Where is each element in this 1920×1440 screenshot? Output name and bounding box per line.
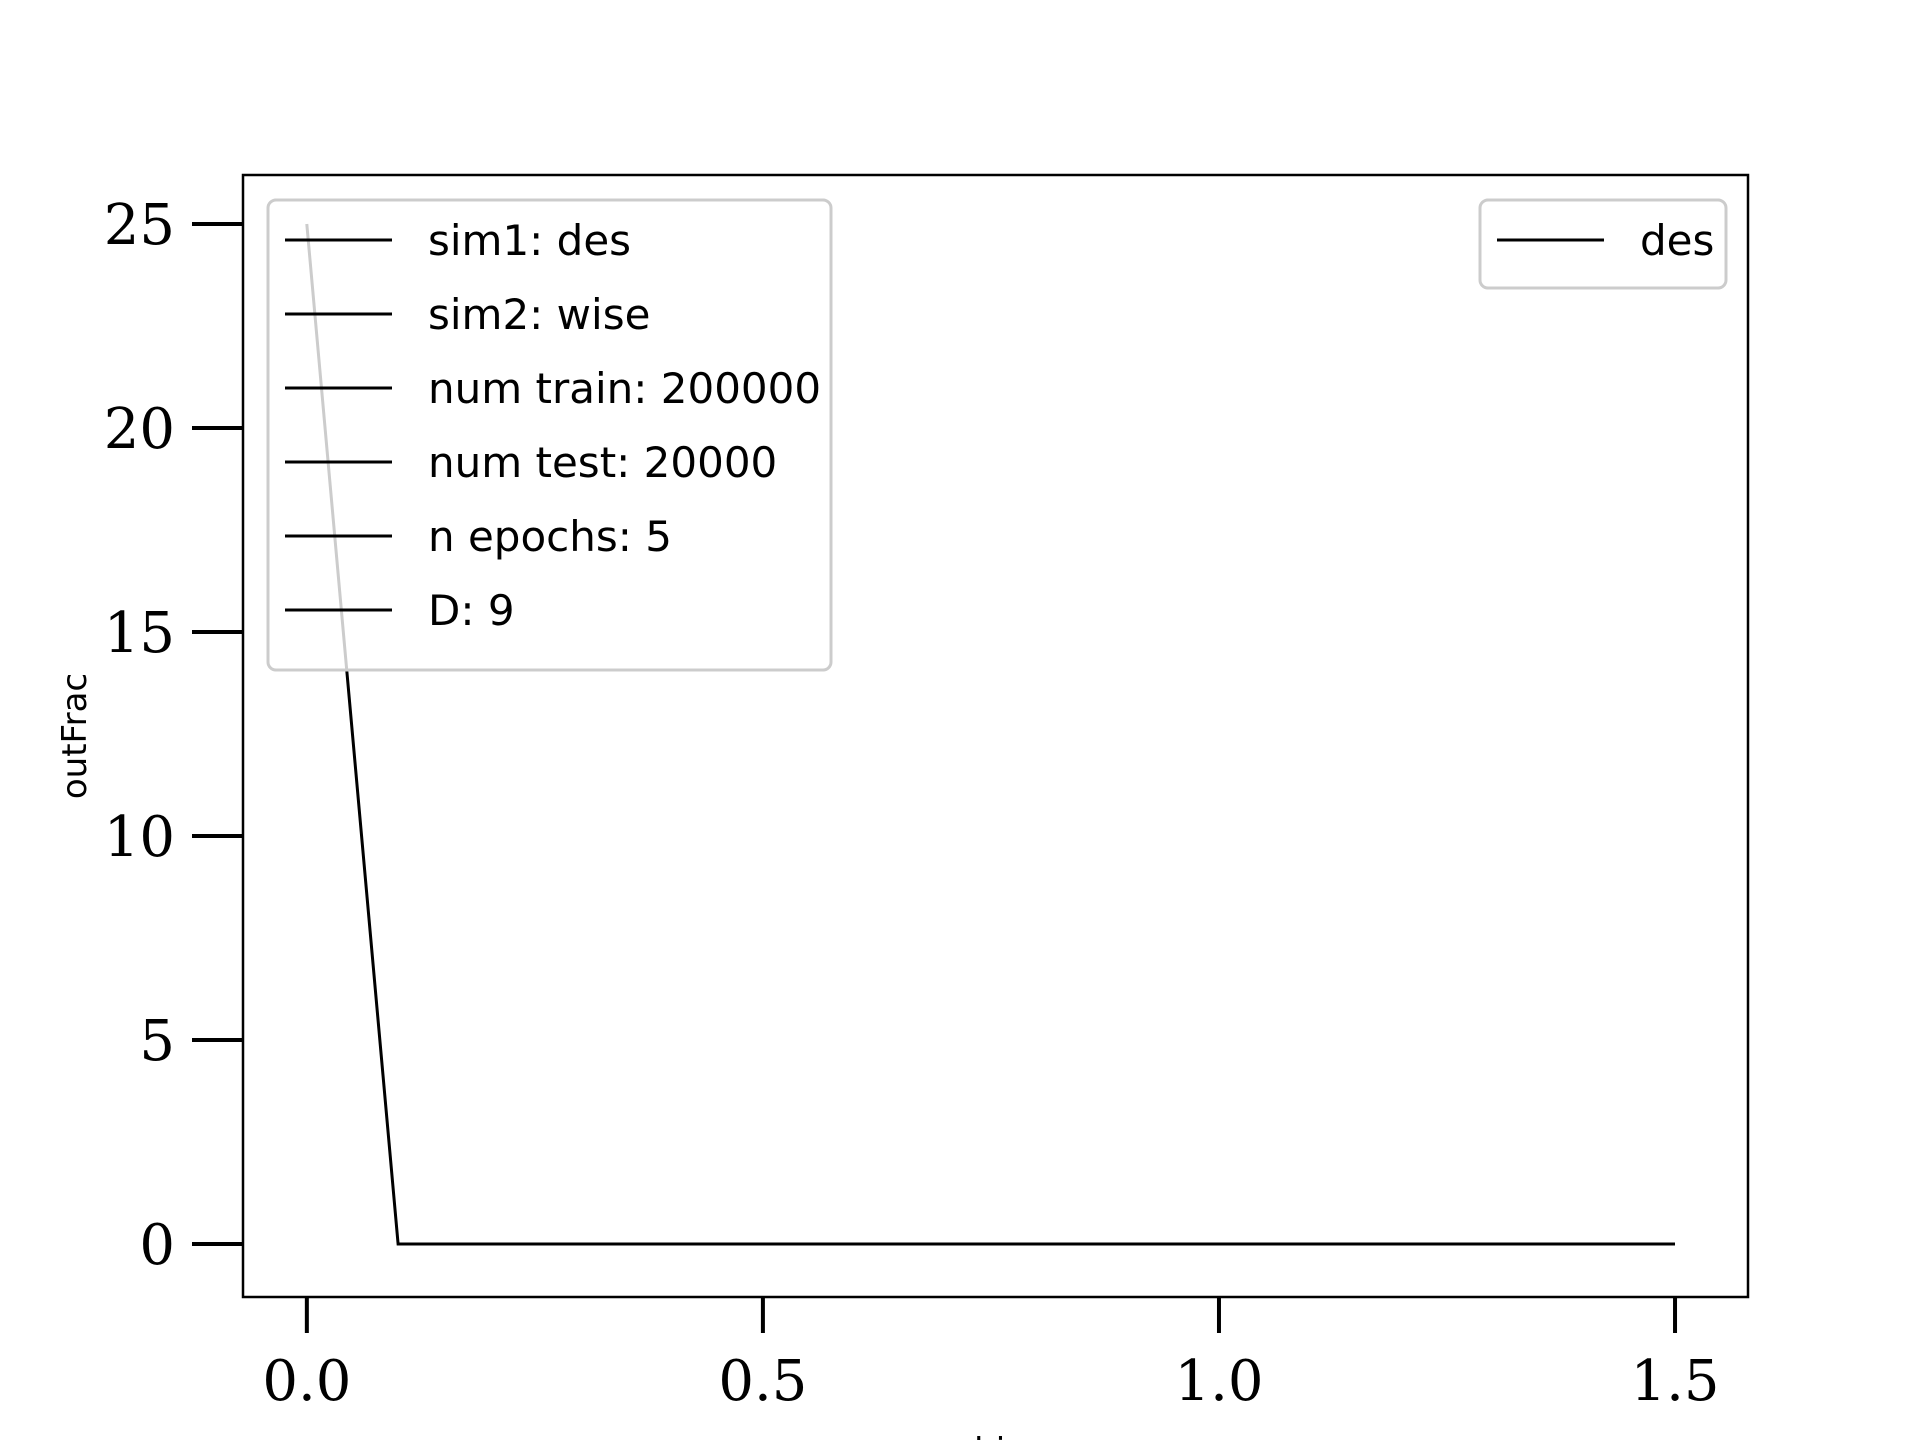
series-legend: des [1478, 198, 1728, 290]
y-axis-label: outFrac [55, 673, 95, 799]
series-line-des [305, 223, 1675, 1246]
info-legend-entry-2: num train: 200000 [428, 364, 821, 413]
y-axis: 0 5 10 15 20 25 [104, 193, 243, 1278]
x-axis-label: z bins [946, 1431, 1045, 1440]
y-tick-label-5: 25 [104, 193, 175, 258]
info-legend: sim1: des sim2: wise num train: 200000 num … [266, 198, 833, 672]
y-tick-label-2: 10 [104, 805, 175, 870]
series-legend-frame [1478, 198, 1728, 290]
x-axis: 0.0 0.5 1.0 1.5 [262, 1297, 1720, 1414]
y-tick-label-1: 5 [139, 1009, 175, 1074]
x-tick-label-2: 1.0 [1174, 1349, 1263, 1414]
y-tick-label-4: 20 [104, 397, 175, 462]
y-tick-label-3: 15 [104, 601, 175, 666]
info-legend-frame [266, 198, 833, 672]
info-legend-entry-4: n epochs: 5 [428, 512, 672, 561]
plot-frame [241, 173, 1750, 1299]
y-tick-label-0: 0 [139, 1213, 175, 1278]
x-tick-label-3: 1.5 [1630, 1349, 1719, 1414]
info-legend-entry-5: D: 9 [428, 586, 515, 635]
series-legend-entry-0: des [1640, 216, 1714, 265]
plot-layer [305, 223, 1675, 1246]
info-legend-entry-3: num test: 20000 [428, 438, 777, 487]
x-tick-label-0: 0.0 [262, 1349, 351, 1414]
info-legend-entry-0: sim1: des [428, 216, 631, 265]
info-legend-entry-1: sim2: wise [428, 290, 650, 339]
x-tick-label-1: 0.5 [718, 1349, 807, 1414]
